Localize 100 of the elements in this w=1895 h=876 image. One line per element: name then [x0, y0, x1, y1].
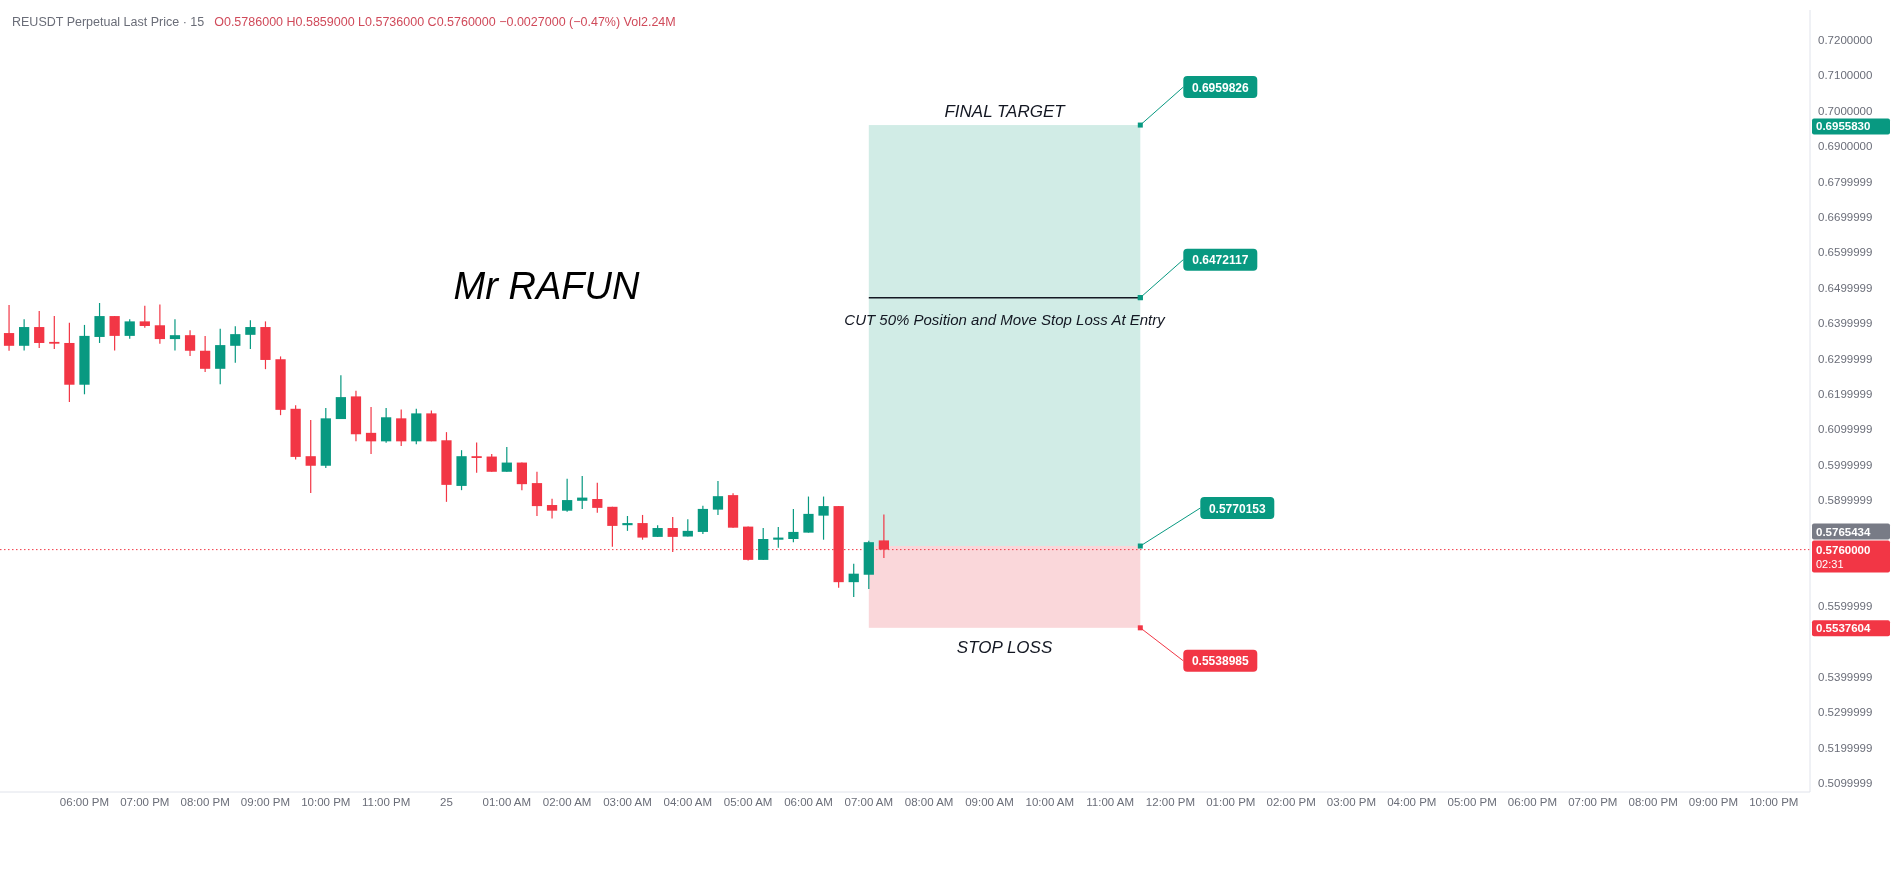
x-tick-label: 11:00 PM: [361, 796, 411, 808]
candlestick: [215, 328, 226, 385]
y-tick-label: 0.7000000: [1818, 104, 1873, 117]
chart-subtitle: O0.5786000 H0.5859000 L0.5736000 C0.5760000 −0.0027000 (−0.47%) Vol2.24M: [214, 15, 676, 29]
candlestick: [773, 526, 784, 549]
x-tick-label: 09:00 AM: [965, 796, 1014, 808]
x-tick-label: 02:00 PM: [1266, 796, 1316, 808]
candlestick: [365, 406, 377, 455]
x-tick-label: 08:00 AM: [904, 796, 954, 808]
candlestick: [305, 419, 316, 494]
y-tick-label: 0.5599999: [1818, 600, 1873, 613]
x-tick-label: 08:00 PM: [180, 796, 230, 808]
candlestick: [803, 495, 814, 534]
x-tick-label: 08:00 PM: [1628, 796, 1678, 808]
candlestick: [34, 310, 45, 349]
band-label: STOP LOSS: [956, 637, 1053, 657]
candlestick: [758, 527, 769, 561]
y-tick-label: 0.5199999: [1818, 741, 1873, 754]
text: 0.5537604: [1816, 622, 1871, 635]
x-tick-label: 01:00 AM: [482, 796, 532, 808]
candlestick: [94, 302, 105, 344]
candlestick: [531, 471, 543, 517]
x-tick-label: 07:00 AM: [844, 796, 894, 808]
candlestick: [848, 563, 859, 598]
candlestick: [546, 498, 558, 520]
candlestick: [230, 325, 241, 364]
x-tick-label: 11:00 AM: [1086, 796, 1135, 808]
y-tick-label: 0.5899999: [1818, 494, 1873, 507]
candlestick: [19, 318, 30, 351]
y-tick-label: 0.6299999: [1818, 352, 1873, 365]
x-tick-label: 05:00 AM: [723, 796, 773, 808]
y-tick-label: 0.6099999: [1818, 423, 1873, 436]
annotation: 0.6472117: [1192, 253, 1249, 268]
x-tick-label: 03:00 AM: [603, 796, 652, 808]
candlestick: [577, 475, 588, 510]
y-tick-label: 0.6900000: [1818, 140, 1873, 153]
y-tick-label: 0.6599999: [1818, 246, 1873, 259]
y-tick-label: 0.6699999: [1818, 211, 1873, 223]
x-tick-label: 09:00 PM: [1688, 796, 1739, 808]
x-tick-label: 09:00 PM: [240, 796, 291, 808]
candlestick: [169, 318, 181, 351]
candlestick: [592, 482, 603, 514]
y-tick-label: 0.5399999: [1818, 671, 1873, 683]
x-tick-label: 10:00 PM: [1749, 796, 1799, 808]
candlestick: [49, 315, 60, 350]
annotation: 0.5770153: [1208, 501, 1266, 516]
candlestick: [818, 495, 829, 541]
candlestick: [788, 508, 799, 543]
x-tick-label: 25: [440, 796, 453, 808]
x-tick-label: 10:00 PM: [301, 796, 351, 808]
y-tick-label: 0.5099999: [1818, 777, 1873, 790]
ref-line-label: 0.5760000: [1816, 543, 1871, 556]
x-tick-label: 04:00 AM: [663, 796, 713, 808]
x-tick-label: 06:00 AM: [784, 796, 833, 808]
text: 02:31: [1816, 557, 1844, 570]
ref-line-label: CUT 50% Position and Move Stop Loss At Entry: [844, 310, 1167, 328]
x-tick-label: 10:00 AM: [1025, 796, 1075, 808]
candlestick: [139, 305, 150, 329]
candlestick: [712, 480, 724, 516]
y-tick-label: 0.6199999: [1818, 387, 1873, 400]
band-label: FINAL TARGET: [944, 102, 1067, 122]
candlestick: [3, 304, 15, 352]
candlestick: [109, 315, 120, 351]
candlestick: [471, 441, 482, 474]
candlestick: [245, 319, 256, 350]
candlestick: [396, 408, 407, 447]
x-tick-label: 12:00 PM: [1145, 796, 1196, 808]
y-tick-label: 0.5999999: [1818, 458, 1873, 471]
candlestick: [607, 506, 618, 548]
x-tick-label: 07:00 PM: [120, 796, 170, 808]
y-tick-label: 0.7200000: [1818, 34, 1873, 47]
annotation: 0.6959826: [1191, 80, 1249, 95]
candlestick: [637, 514, 648, 541]
annotation: 0.5538985: [1191, 654, 1249, 669]
x-tick-label: 02:00 AM: [542, 796, 592, 808]
x-tick-label: 04:00 PM: [1387, 796, 1437, 808]
text: 0.6955830: [1816, 120, 1871, 133]
annotation: Mr RAFUN: [453, 265, 640, 308]
y-tick-label: 0.5299999: [1818, 706, 1873, 719]
x-tick-label: 06:00 PM: [59, 796, 110, 808]
candlestick: [335, 374, 347, 420]
y-tick-label: 0.7100000: [1818, 69, 1873, 82]
x-tick-label: 03:00 PM: [1326, 796, 1377, 808]
candlestick: [516, 461, 528, 491]
candlestick: [200, 335, 211, 373]
text: 0.5765434: [1816, 525, 1871, 538]
candlestick: [184, 329, 196, 357]
y-tick-label: 0.6799999: [1818, 175, 1873, 188]
x-tick-label: 06:00 PM: [1507, 796, 1558, 808]
y-tick-label: 0.6399999: [1818, 317, 1873, 330]
candlestick: [154, 303, 166, 345]
x-tick-label: 01:00 PM: [1206, 796, 1256, 808]
candlestick: [562, 478, 573, 513]
x-tick-label: 05:00 PM: [1447, 796, 1497, 808]
candlestick: [124, 318, 135, 340]
y-tick-label: 0.6499999: [1818, 281, 1873, 294]
x-tick-label: 07:00 PM: [1568, 796, 1618, 808]
chart-title: REUSDT Perpetual Last Price · 15: [12, 15, 205, 29]
candlestick: [501, 446, 512, 473]
candlestick: [697, 505, 709, 535]
